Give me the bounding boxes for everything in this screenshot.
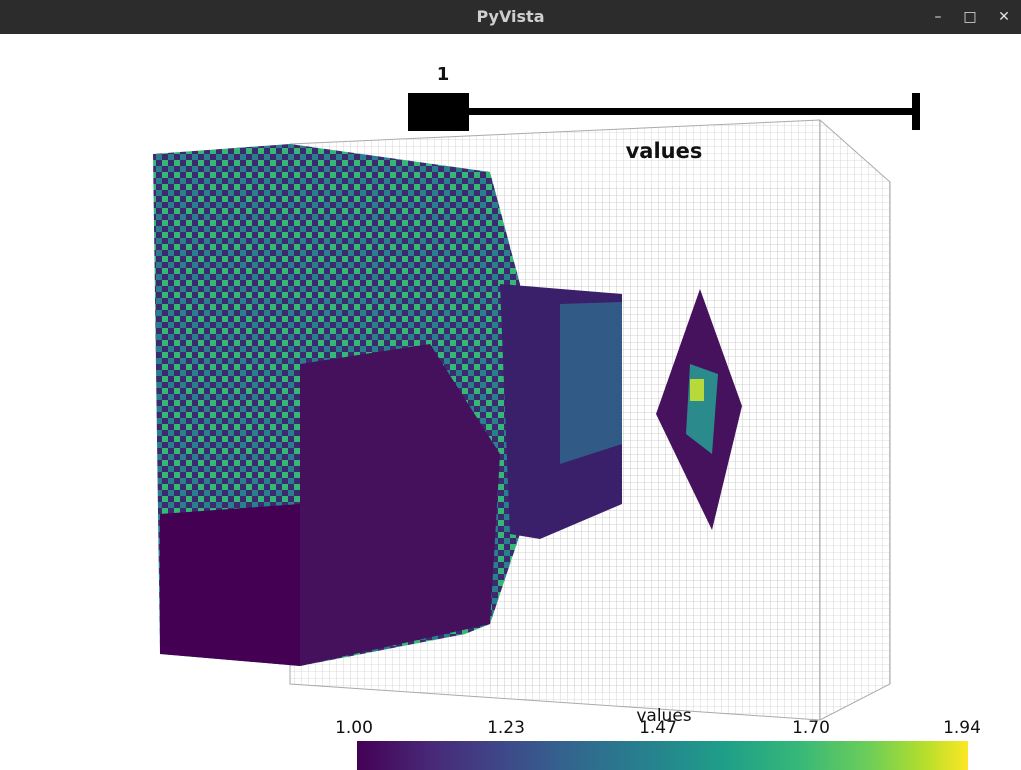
slider-title-label: values [625, 139, 703, 163]
slider-value-label: 1 [436, 64, 450, 85]
slider-end-cap [912, 93, 920, 130]
scene-canvas [153, 93, 920, 721]
maximize-button[interactable]: □ [963, 9, 977, 25]
window-title: PyVista [476, 7, 545, 26]
scalar-bar-tick: 1.23 [487, 718, 525, 738]
close-button[interactable]: ✕ [998, 9, 1010, 25]
slider-widget[interactable] [408, 93, 920, 131]
diamond-slice [656, 289, 742, 530]
render-viewport[interactable]: 1 values values 1.00 1.23 1.47 1.70 1.94 [0, 34, 1021, 770]
scalar-bar-tick: 1.94 [943, 718, 981, 738]
slider-handle[interactable] [408, 93, 469, 131]
scalar-bar-gradient [357, 741, 968, 770]
scalar-bar-title: values [636, 706, 692, 726]
scalar-bar-tick: 1.70 [792, 718, 830, 738]
window-titlebar: PyVista – □ ✕ [0, 0, 1021, 34]
voxel-slab [500, 284, 622, 539]
slider-track[interactable] [468, 108, 918, 115]
scalar-bar-tick: 1.47 [639, 718, 677, 738]
scalar-bar-tick: 1.00 [335, 718, 373, 738]
minimize-button[interactable]: – [934, 9, 942, 25]
voxel-mesh-main [153, 144, 520, 666]
